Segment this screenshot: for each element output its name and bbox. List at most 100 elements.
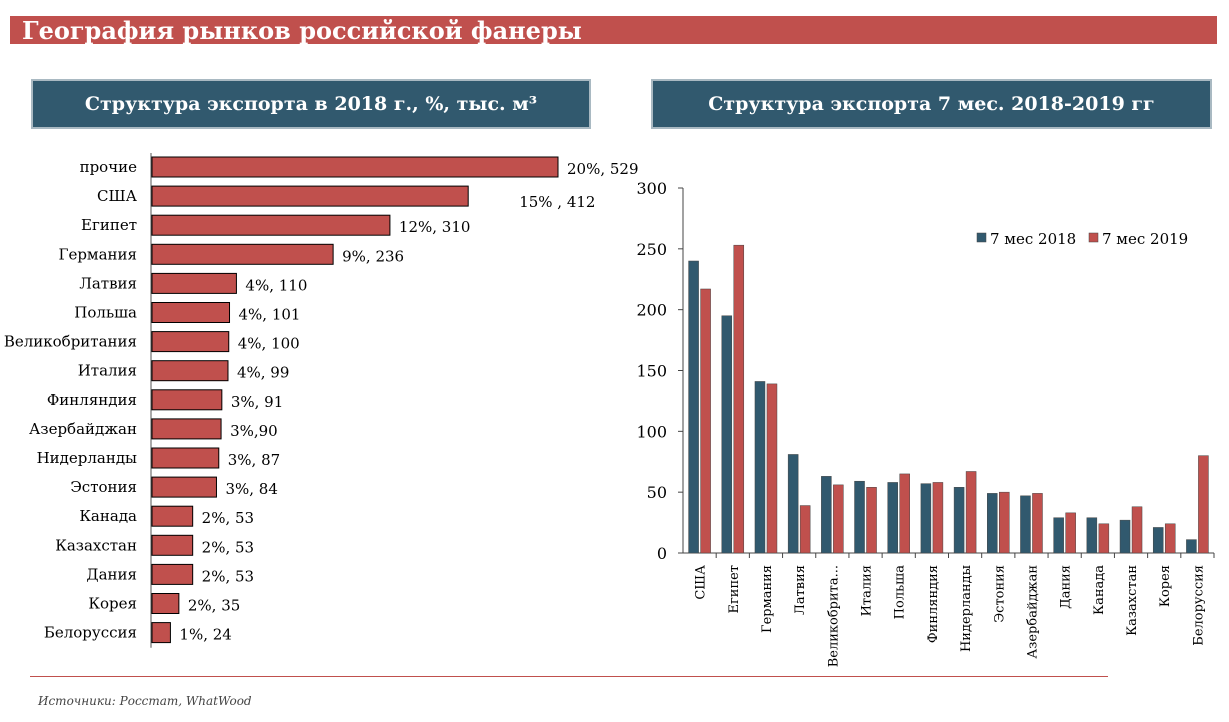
left-data-label: 3%,90 [230, 422, 278, 440]
bar-2019 [1164, 523, 1176, 554]
left-bar [151, 389, 223, 411]
bar-2018 [821, 476, 832, 554]
left-bar [151, 156, 559, 178]
left-bar [151, 360, 229, 382]
left-data-label: 4%, 101 [239, 306, 301, 324]
bar-2018 [688, 260, 699, 554]
right-chart-header: Структура экспорта 7 мес. 2018-2019 гг [651, 79, 1212, 129]
left-data-label: 2%, 35 [188, 597, 240, 615]
left-category-label: Финляндия [47, 391, 137, 409]
left-data-label: 4%, 110 [245, 276, 307, 294]
left-data-label: 3%, 87 [228, 451, 280, 469]
left-bar [151, 272, 237, 294]
left-category-label: Азербайджан [29, 420, 137, 438]
right-category-label: Канада [1092, 565, 1107, 615]
left-category-label: Дания [86, 565, 137, 583]
right-y-tick-label: 150 [636, 362, 667, 381]
right-category-label: Египет [727, 565, 742, 614]
right-y-tick-label: 0 [657, 544, 667, 563]
left-data-label: 12%, 310 [399, 218, 471, 236]
legend-swatch [1088, 232, 1099, 243]
left-bar [151, 593, 180, 614]
left-chart-header: Структура экспорта в 2018 г., %, тыс. м³ [31, 79, 591, 129]
bar-2019 [999, 491, 1010, 554]
left-bar [151, 476, 217, 498]
bar-2018 [953, 487, 965, 554]
bar-2018 [1053, 517, 1064, 554]
bar-2019 [932, 482, 944, 554]
right-category-label: Великобрита... [826, 565, 841, 667]
left-bar [151, 534, 194, 556]
bar-2019 [899, 473, 910, 554]
left-category-label: Египет [81, 216, 137, 234]
left-data-label: 3%, 84 [225, 480, 277, 498]
right-category-label: Азербайджан [1025, 565, 1040, 659]
bar-2019 [833, 484, 844, 554]
bar-2018 [1152, 527, 1164, 554]
left-data-label: 20%, 529 [567, 160, 639, 178]
bar-2019 [965, 471, 977, 554]
bar-2019 [700, 288, 711, 554]
footer-divider [30, 676, 1108, 677]
left-bar [151, 622, 171, 644]
left-data-label: 4%, 99 [237, 364, 289, 382]
left-bar [151, 331, 230, 353]
right-category-label: Казахстан [1125, 565, 1140, 636]
right-y-tick-label: 100 [636, 422, 667, 441]
left-category-label: Латвия [79, 274, 137, 292]
bar-2018 [920, 483, 932, 554]
bar-2019 [866, 487, 877, 554]
left-category-label: Великобритания [4, 333, 137, 351]
left-category-label: прочие [80, 158, 138, 176]
left-bar [151, 505, 194, 527]
bar-2018 [987, 493, 998, 554]
left-bar [151, 563, 194, 585]
left-data-label: 15% , 412 [519, 193, 595, 211]
legend-label: 7 мес 2018 [990, 230, 1076, 248]
right-category-label: Эстония [992, 565, 1007, 623]
left-bar [151, 185, 469, 207]
bar-2019 [799, 505, 811, 554]
right-y-tick-label: 250 [636, 240, 667, 259]
bar-2018 [1186, 539, 1197, 554]
left-data-label: 9%, 236 [342, 247, 404, 265]
bar-2019 [1198, 455, 1209, 554]
right-y-tick-label: 300 [636, 179, 667, 198]
right-category-label: Германия [760, 565, 775, 633]
right-category-label: Дания [1059, 565, 1074, 609]
bar-2018 [887, 482, 898, 554]
legend-label: 7 мес 2019 [1102, 230, 1188, 248]
bar-2018 [754, 381, 766, 554]
left-data-label: 4%, 100 [238, 335, 300, 353]
bar-2018 [1086, 517, 1098, 554]
left-category-label: Германия [59, 245, 137, 263]
left-category-label: Корея [88, 595, 137, 613]
left-data-label: 1%, 24 [179, 626, 231, 644]
left-category-label: Италия [78, 362, 137, 380]
left-bar [151, 243, 334, 265]
right-category-label: Корея [1158, 565, 1173, 607]
bar-2018 [721, 315, 733, 554]
right-category-label: Польша [893, 565, 908, 620]
bar-2019 [1098, 523, 1110, 554]
source-note: Источники: Росстат, WhatWood [38, 694, 252, 708]
left-data-label: 2%, 53 [202, 538, 254, 556]
left-bar [151, 447, 220, 469]
right-category-label: Латвия [793, 565, 808, 615]
right-category-label: Финляндия [926, 565, 941, 643]
left-bar [151, 302, 231, 323]
right-y-tick-label: 50 [647, 483, 667, 502]
left-bar [151, 214, 391, 236]
right-category-label: США [694, 565, 709, 600]
left-category-label: Казахстан [55, 536, 137, 554]
bar-2019 [1065, 512, 1076, 554]
left-data-label: 2%, 53 [202, 509, 254, 527]
bar-2018 [787, 454, 799, 554]
bar-2019 [1032, 493, 1043, 554]
bar-2018 [1020, 495, 1031, 554]
left-data-label: 2%, 53 [202, 567, 254, 585]
left-category-label: Канада [79, 507, 137, 525]
left-data-label: 3%, 91 [231, 393, 283, 411]
right-category-label: Нидерланды [959, 565, 974, 652]
